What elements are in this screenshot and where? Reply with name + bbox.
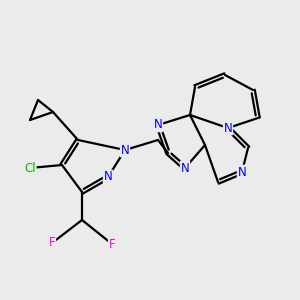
Text: Cl: Cl [24, 161, 36, 175]
Text: N: N [224, 122, 232, 134]
Text: N: N [103, 170, 112, 184]
Text: F: F [49, 236, 55, 250]
Text: N: N [238, 166, 246, 178]
Text: N: N [121, 143, 129, 157]
Text: N: N [181, 161, 189, 175]
Text: N: N [154, 118, 162, 131]
Text: F: F [109, 238, 115, 250]
